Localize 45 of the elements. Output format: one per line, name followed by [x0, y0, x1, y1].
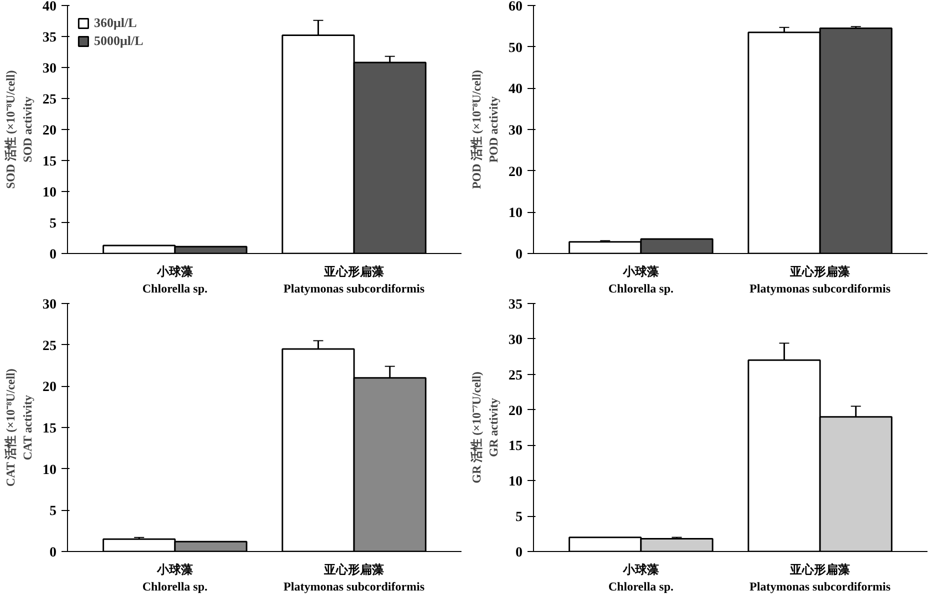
y-tick-label: 20 — [508, 404, 522, 419]
y-tick-label: 35 — [42, 30, 56, 46]
y-tick-label: 40 — [508, 82, 522, 98]
y-tick-label: 10 — [42, 462, 56, 478]
x-tick-label: 小球藻 Chlorella sp. — [142, 562, 208, 594]
y-tick-label: 5 — [50, 216, 56, 232]
y-tick-label: 20 — [42, 124, 56, 138]
y-tick-label: 60 — [508, 0, 522, 14]
y-tick-label: 0 — [50, 546, 56, 560]
y-tick-label: 0 — [50, 248, 56, 262]
y-axis-title: CAT 活性 (×10⁻⁸U/cell) CAT activity — [4, 368, 34, 487]
x-tick-label: 亚心形扁藻 Platymonas subcordiformis — [284, 562, 425, 594]
y-tick-label: 30 — [508, 332, 522, 348]
y-tick-label: 50 — [508, 40, 522, 56]
x-tick-label: 小球藻 Chlorella sp. — [608, 562, 674, 594]
y-tick-label: 25 — [508, 368, 522, 384]
legend-label: 360μl/L — [94, 15, 137, 31]
y-tick-label: 30 — [42, 298, 56, 312]
y-tick-label: 0 — [516, 248, 522, 262]
y-tick-label: 15 — [508, 439, 522, 454]
y-tick-label: 10 — [508, 206, 522, 222]
y-tick-label: 20 — [508, 164, 522, 180]
y-tick-label: 30 — [42, 62, 56, 76]
x-tick-label: 亚心形扁藻 Platymonas subcordiformis — [750, 562, 891, 594]
y-axis-title: SOD 活性 (×10⁻⁸U/cell) SOD activity — [4, 70, 34, 189]
y-tick-label: 15 — [42, 154, 56, 170]
x-tick-label: 小球藻 Chlorella sp. — [608, 264, 674, 296]
x-tick-label: 小球藻 Chlorella sp. — [142, 264, 208, 296]
y-tick-label: 40 — [42, 0, 56, 14]
y-axis-title: POD 活性 (×10⁻⁸U/cell) POD activity — [470, 70, 500, 190]
y-tick-label: 10 — [508, 474, 522, 490]
y-tick-label: 10 — [42, 186, 56, 200]
legend-label: 5000μl/L — [94, 33, 144, 49]
y-tick-label: 35 — [508, 298, 522, 312]
y-tick-label: 5 — [516, 510, 522, 526]
y-tick-label: 30 — [508, 124, 522, 138]
x-tick-label: 亚心形扁藻 Platymonas subcordiformis — [750, 264, 891, 296]
y-tick-label: 5 — [50, 504, 56, 520]
y-tick-label: 20 — [42, 380, 56, 396]
x-tick-label: 亚心形扁藻 Platymonas subcordiformis — [284, 264, 425, 296]
y-tick-label: 15 — [42, 422, 56, 436]
y-tick-label: 25 — [42, 338, 56, 354]
y-axis-title: GR 活性 (×10⁻⁷U/cell) GR activity — [470, 372, 500, 484]
y-tick-label: 25 — [42, 92, 56, 108]
y-tick-label: 0 — [516, 546, 522, 560]
